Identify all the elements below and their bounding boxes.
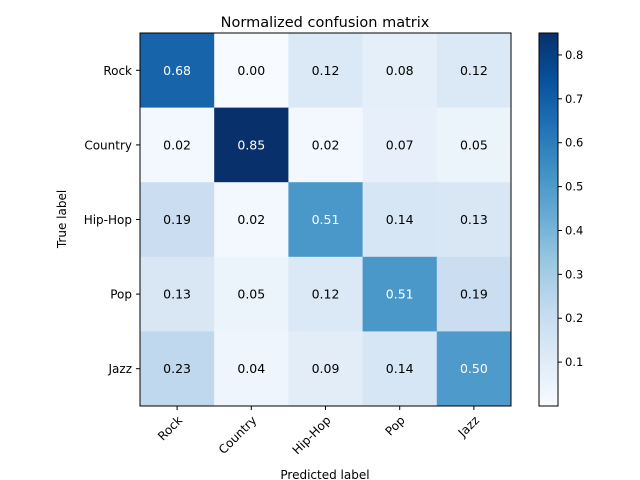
cell-value-label: 0.02 [237, 212, 265, 227]
cell-value-label: 0.12 [312, 63, 340, 78]
cell-value-label: 0.08 [386, 63, 414, 78]
colorbar-tick-label: 0.4 [565, 223, 583, 237]
cell-value-label: 0.05 [237, 287, 265, 302]
heatmap-cell [362, 331, 438, 407]
heatmap-cell [436, 33, 512, 109]
cell-value-label: 0.12 [312, 287, 340, 302]
y-tick-label: Jazz [108, 362, 133, 376]
heatmap-cell [362, 33, 438, 109]
heatmap-cell [140, 256, 215, 332]
heatmap-cell [140, 331, 215, 407]
cell-value-label: 0.51 [312, 212, 340, 227]
x-tick-label: Jazz [455, 413, 482, 440]
cell-value-label: 0.00 [237, 63, 265, 78]
x-tick-label: Pop [383, 413, 408, 438]
y-tick-label: Hip-Hop [84, 213, 132, 227]
heatmap-cell [362, 107, 438, 183]
cell-value-label: 0.13 [163, 287, 191, 302]
cell-value-label: 0.02 [312, 137, 340, 152]
x-axis-ticks: Rock Country Hip-Hop Pop Jazz [155, 406, 482, 457]
colorbar-tick-label: 0.5 [565, 180, 583, 194]
cell-value-label: 0.05 [460, 137, 488, 152]
y-axis-label: True label [55, 190, 69, 249]
heatmap-cell [436, 182, 512, 258]
colorbar-ticks: 0.1 0.2 0.3 0.4 0.5 0.6 0.7 0.8 [558, 48, 583, 369]
cell-value-label: 0.09 [312, 361, 340, 376]
x-tick-label: Rock [155, 413, 185, 443]
heatmap-cells [140, 33, 512, 407]
heatmap-cell [214, 33, 289, 109]
x-axis-label: Predicted label [280, 468, 369, 480]
heatmap-cell [436, 256, 512, 332]
y-axis-ticks: Rock Country Hip-Hop Pop Jazz [84, 64, 140, 376]
heatmap-cell [436, 331, 512, 407]
cell-value-label: 0.14 [386, 212, 414, 227]
heatmap-cell [288, 331, 364, 407]
cell-value-label: 0.13 [460, 212, 488, 227]
cell-value-label: 0.12 [460, 63, 488, 78]
heatmap-cell [214, 107, 289, 183]
cell-value-label: 0.14 [386, 361, 414, 376]
heatmap-cell [288, 107, 364, 183]
cell-value-label: 0.07 [386, 137, 414, 152]
heatmap-cell [362, 256, 438, 332]
y-tick-label: Pop [110, 288, 132, 302]
heatmap-cell [436, 107, 512, 183]
chart-title: Normalized confusion matrix [221, 15, 430, 31]
heatmap-cell [140, 33, 215, 109]
cell-value-label: 0.50 [460, 361, 488, 376]
colorbar-tick-label: 0.8 [565, 48, 583, 62]
cell-value-label: 0.85 [237, 137, 265, 152]
y-tick-label: Rock [103, 64, 132, 78]
colorbar-tick-label: 0.6 [565, 136, 583, 150]
cell-value-label: 0.02 [163, 137, 191, 152]
cell-value-label: 0.68 [163, 63, 191, 78]
heatmap-cell [214, 256, 289, 332]
y-tick-label: Country [84, 138, 132, 152]
cell-value-label: 0.51 [386, 287, 414, 302]
heatmap-cell [288, 182, 364, 258]
cell-value-label: 0.19 [460, 287, 488, 302]
cell-value-label: 0.04 [237, 361, 265, 376]
colorbar-tick-label: 0.1 [565, 355, 583, 369]
heatmap-value-labels: 0.68 0.00 0.12 0.08 0.12 0.02 0.85 0.02 0.07 0.05… [163, 63, 488, 376]
heatmap-cell [214, 331, 289, 407]
heatmap-cell [140, 107, 215, 183]
cell-value-label: 0.19 [163, 212, 191, 227]
colorbar-tick-label: 0.3 [565, 267, 583, 281]
colorbar [538, 32, 559, 407]
cell-value-label: 0.23 [163, 361, 191, 376]
colorbar-tick-label: 0.7 [565, 92, 583, 106]
heatmap-cell [214, 182, 289, 258]
heatmap-cell [288, 256, 364, 332]
x-tick-label: Hip-Hop [290, 413, 334, 457]
heatmap-cell [288, 33, 364, 109]
colorbar-tick-label: 0.2 [565, 311, 583, 325]
x-tick-label: Country [216, 413, 260, 457]
heatmap-cell [140, 182, 215, 258]
heatmap-cell [362, 182, 438, 258]
